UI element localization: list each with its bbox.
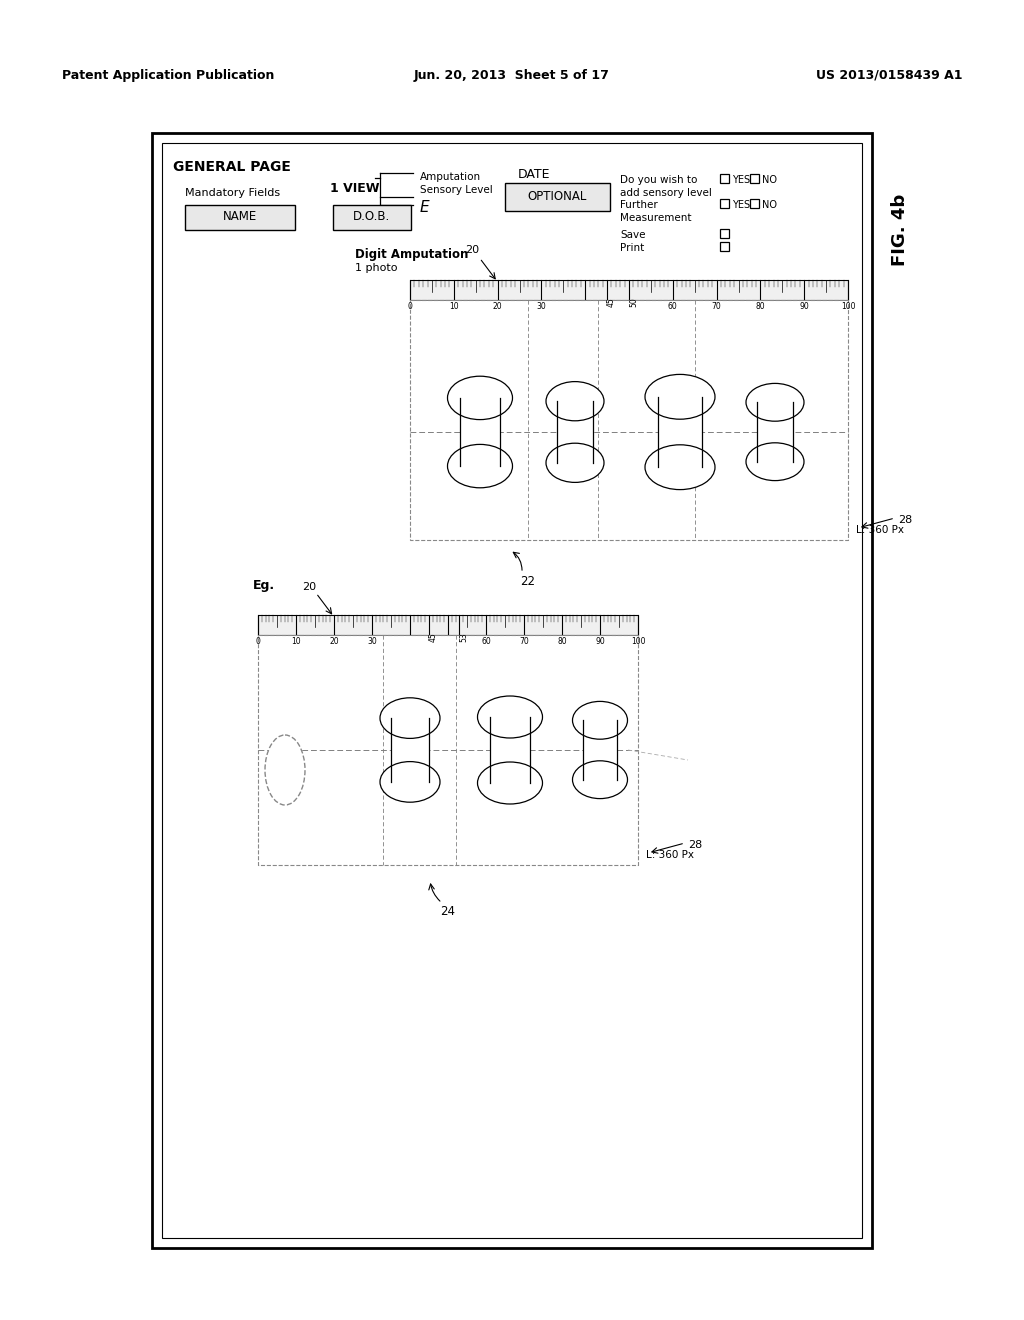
Text: 20: 20 <box>466 246 479 255</box>
Text: Patent Application Publication: Patent Application Publication <box>62 69 274 82</box>
Text: 10: 10 <box>449 302 459 312</box>
Text: 100: 100 <box>631 638 645 645</box>
Text: Digit Amputation: Digit Amputation <box>355 248 468 261</box>
Ellipse shape <box>546 381 604 421</box>
Bar <box>185 205 295 230</box>
Text: Print: Print <box>620 243 644 253</box>
Text: OPTIONAL: OPTIONAL <box>527 190 587 203</box>
Text: Amputation: Amputation <box>420 172 481 182</box>
Bar <box>750 199 759 209</box>
Text: 80: 80 <box>557 638 567 645</box>
Text: NO: NO <box>762 176 777 185</box>
Text: FIG. 4b: FIG. 4b <box>891 194 909 267</box>
Ellipse shape <box>447 376 512 420</box>
Text: DATE: DATE <box>518 168 551 181</box>
Text: 53: 53 <box>460 632 468 642</box>
Ellipse shape <box>265 735 305 805</box>
Text: D.O.B.: D.O.B. <box>353 210 390 223</box>
Text: Sensory Level: Sensory Level <box>420 185 493 195</box>
Text: 60: 60 <box>481 638 490 645</box>
Text: 30: 30 <box>368 638 377 645</box>
Ellipse shape <box>477 762 543 804</box>
Text: 0: 0 <box>408 302 413 312</box>
Bar <box>720 174 729 183</box>
Bar <box>489 717 530 783</box>
Text: 28: 28 <box>688 840 702 850</box>
Bar <box>152 133 872 1247</box>
Text: 90: 90 <box>595 638 605 645</box>
Bar <box>391 718 429 781</box>
Ellipse shape <box>645 375 715 420</box>
Text: 1 photo: 1 photo <box>355 263 397 273</box>
Text: add sensory level: add sensory level <box>620 187 712 198</box>
Text: NAME: NAME <box>223 210 257 223</box>
Bar <box>658 397 701 467</box>
Text: 90: 90 <box>800 302 809 312</box>
Text: GENERAL PAGE: GENERAL PAGE <box>173 160 291 174</box>
Text: Save: Save <box>620 230 645 240</box>
Text: 20: 20 <box>493 302 503 312</box>
Ellipse shape <box>477 696 543 738</box>
Ellipse shape <box>447 445 512 488</box>
Text: 10: 10 <box>291 638 301 645</box>
Bar <box>410 280 848 300</box>
Bar <box>583 721 617 780</box>
Ellipse shape <box>380 762 440 803</box>
Ellipse shape <box>380 698 440 738</box>
Text: E: E <box>420 201 430 215</box>
Text: 50: 50 <box>629 297 638 306</box>
Ellipse shape <box>645 445 715 490</box>
Bar <box>557 401 593 463</box>
Text: Jun. 20, 2013  Sheet 5 of 17: Jun. 20, 2013 Sheet 5 of 17 <box>414 69 610 82</box>
Text: 100: 100 <box>841 302 855 312</box>
Text: 22: 22 <box>520 576 535 587</box>
Bar <box>258 635 638 865</box>
Bar <box>757 403 793 462</box>
Text: NO: NO <box>762 201 777 210</box>
Text: YES: YES <box>732 201 751 210</box>
Ellipse shape <box>746 442 804 480</box>
Text: Mandatory Fields: Mandatory Fields <box>185 187 281 198</box>
Text: L: 360 Px: L: 360 Px <box>646 850 694 861</box>
Text: 20: 20 <box>302 582 316 591</box>
Text: Further: Further <box>620 201 657 210</box>
Text: Do you wish to: Do you wish to <box>620 176 697 185</box>
Text: 24: 24 <box>440 906 455 917</box>
Bar <box>750 174 759 183</box>
Ellipse shape <box>572 760 628 799</box>
Ellipse shape <box>572 701 628 739</box>
Text: L: 360 Px: L: 360 Px <box>856 525 904 535</box>
Text: 28: 28 <box>898 515 912 525</box>
Bar <box>720 228 729 238</box>
Text: 30: 30 <box>537 302 546 312</box>
Text: 45: 45 <box>607 297 616 306</box>
Text: 70: 70 <box>519 638 528 645</box>
Text: YES: YES <box>732 176 751 185</box>
Ellipse shape <box>546 444 604 482</box>
Text: 45: 45 <box>429 632 438 642</box>
Text: 20: 20 <box>329 638 339 645</box>
Text: 0: 0 <box>256 638 260 645</box>
Text: Eg.: Eg. <box>253 578 275 591</box>
Ellipse shape <box>746 383 804 421</box>
Bar <box>410 300 848 540</box>
Bar <box>720 242 729 251</box>
Text: Measurement: Measurement <box>620 213 691 223</box>
Text: US 2013/0158439 A1: US 2013/0158439 A1 <box>815 69 962 82</box>
Bar <box>258 615 638 635</box>
Text: 80: 80 <box>756 302 765 312</box>
Text: 70: 70 <box>712 302 722 312</box>
Bar <box>333 205 411 230</box>
Text: 60: 60 <box>668 302 678 312</box>
Bar <box>460 397 500 466</box>
Bar <box>162 143 862 1238</box>
Text: 1 VIEW: 1 VIEW <box>330 182 380 195</box>
Bar <box>720 199 729 209</box>
Bar <box>505 183 610 211</box>
